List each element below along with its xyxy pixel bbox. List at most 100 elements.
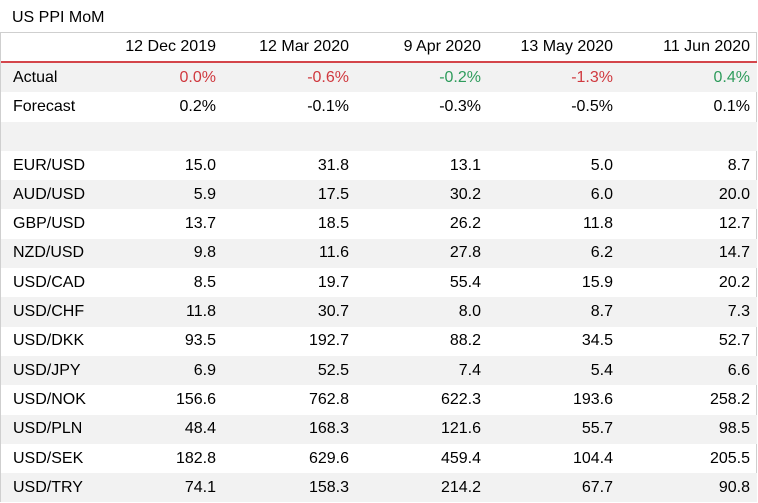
table-cell: 8.0 [356, 297, 488, 327]
table-cell [90, 121, 223, 151]
table-cell: 156.6 [175, 390, 216, 408]
table-cell: 205.5 [709, 449, 750, 467]
table-cell: 20.0 [620, 180, 757, 210]
table-cell: 55.7 [488, 414, 620, 444]
table-cell: 6.9 [90, 355, 223, 386]
table-cell: 31.8 [317, 156, 349, 174]
table-cell: -0.2% [356, 62, 488, 93]
table-row: AUD/USD 5.9 17.5 30.2 6.0 20.0 [1, 180, 757, 210]
table-cell: 158.3 [223, 473, 356, 503]
table-cell: 168.3 [223, 414, 356, 444]
table-cell: 14.7 [620, 238, 757, 269]
table-cell: 622.3 [440, 390, 481, 408]
row-label: GBP/USD [13, 215, 86, 233]
column-header: 13 May 2020 [520, 38, 613, 55]
table-cell: 7.4 [356, 355, 488, 386]
table-cell: 12.7 [718, 215, 750, 233]
table-row: USD/DKK 93.5 192.7 88.2 34.5 52.7 [1, 327, 757, 356]
table-row: EUR/USD 15.0 31.8 13.1 5.0 8.7 [1, 151, 757, 180]
table-cell [620, 121, 757, 151]
table-title: US PPI MoM [12, 9, 105, 26]
table-cell: 762.8 [308, 390, 349, 408]
table-cell: 11.6 [223, 238, 356, 269]
table-cell: 258.2 [709, 390, 750, 408]
table-cell: 0.0% [90, 62, 223, 93]
row-label: USD/NOK [13, 390, 86, 408]
table-row: NZD/USD 9.8 11.6 27.8 6.2 14.7 [1, 238, 757, 269]
table-cell: 459.4 [440, 449, 481, 467]
column-header: 12 Dec 2019 [125, 38, 216, 55]
table-cell: 18.5 [317, 215, 349, 233]
header-row: 12 Dec 2019 12 Mar 2020 9 Apr 2020 13 Ma… [1, 33, 757, 62]
table-cell: 5.0 [590, 156, 613, 174]
table-cell: 67.7 [488, 473, 620, 503]
table-cell: 9.8 [90, 238, 223, 269]
table-cell: 52.5 [223, 355, 356, 386]
table-cell: 5.9 [90, 180, 223, 210]
row-label: USD/SEK [13, 449, 84, 467]
table-cell: 55.4 [449, 273, 481, 291]
table-cell: 214.2 [356, 473, 488, 503]
table-row: Forecast 0.2% -0.1% -0.3% -0.5% 0.1% [1, 92, 757, 121]
row-label: USD/TRY [1, 473, 90, 503]
table-cell: 11.8 [90, 297, 223, 327]
row-label: USD/CAD [13, 273, 86, 291]
table-row: USD/CAD 8.5 19.7 55.4 15.9 20.2 [1, 268, 757, 297]
table-cell: 8.7 [488, 297, 620, 327]
table-row: GBP/USD 13.7 18.5 26.2 11.8 12.7 [1, 209, 757, 238]
table-cell [356, 121, 488, 151]
table-cell: 19.7 [317, 273, 349, 291]
table-cell: -0.6% [223, 62, 356, 93]
table-cell: 6.2 [488, 238, 620, 269]
table-cell: 27.8 [356, 238, 488, 269]
row-label: USD/JPY [1, 355, 90, 386]
table-cell: 48.4 [90, 414, 223, 444]
table-row [1, 121, 757, 151]
row-label: USD/DKK [13, 332, 85, 350]
table-cell: 88.2 [449, 332, 481, 350]
table-cell: 104.4 [572, 449, 613, 467]
table-row: USD/NOK 156.6 762.8 622.3 193.6 258.2 [1, 385, 757, 414]
row-label: Actual [1, 62, 90, 93]
table-cell: 74.1 [90, 473, 223, 503]
table-cell: 93.5 [184, 332, 216, 350]
table-cell: -0.1% [307, 97, 349, 115]
table-cell: 11.8 [583, 215, 613, 233]
table-cell: 13.7 [184, 215, 216, 233]
table-cell: 0.2% [179, 97, 216, 115]
table-cell: 13.1 [449, 156, 481, 174]
table-cell: 0.1% [713, 97, 750, 115]
table-row: USD/TRY 74.1 158.3 214.2 67.7 90.8 [1, 473, 757, 503]
table-cell: 15.9 [581, 273, 613, 291]
table-cell: 98.5 [620, 414, 757, 444]
table-cell [223, 121, 356, 151]
table-cell: 5.4 [488, 355, 620, 386]
table-cell: 30.2 [356, 180, 488, 210]
row-label: NZD/USD [1, 238, 90, 269]
table-cell: 8.7 [727, 156, 750, 174]
table-cell: 193.6 [572, 390, 613, 408]
table-cell: 20.2 [718, 273, 750, 291]
table-cell: 90.8 [620, 473, 757, 503]
table-row: USD/CHF 11.8 30.7 8.0 8.7 7.3 [1, 297, 757, 327]
table-cell: 15.0 [184, 156, 216, 174]
table-cell: -1.3% [488, 62, 620, 93]
row-label [1, 121, 90, 151]
table-cell: 121.6 [356, 414, 488, 444]
table-cell: -0.5% [571, 97, 613, 115]
ppi-volatility-table: 12 Dec 2019 12 Mar 2020 9 Apr 2020 13 Ma… [1, 33, 757, 503]
column-header [1, 33, 90, 62]
table-row: USD/JPY 6.9 52.5 7.4 5.4 6.6 [1, 355, 757, 386]
table-cell: 52.7 [718, 332, 750, 350]
row-label: USD/PLN [1, 414, 90, 444]
row-label: AUD/USD [1, 180, 90, 210]
table-cell: 8.5 [193, 273, 216, 291]
row-label: EUR/USD [13, 156, 86, 174]
table-row: USD/PLN 48.4 168.3 121.6 55.7 98.5 [1, 414, 757, 444]
table-cell: 6.6 [620, 355, 757, 386]
row-label: USD/CHF [1, 297, 90, 327]
table-cell: -0.3% [439, 97, 481, 115]
table-cell: 17.5 [223, 180, 356, 210]
table-cell: 629.6 [308, 449, 349, 467]
row-label: Forecast [13, 97, 76, 115]
